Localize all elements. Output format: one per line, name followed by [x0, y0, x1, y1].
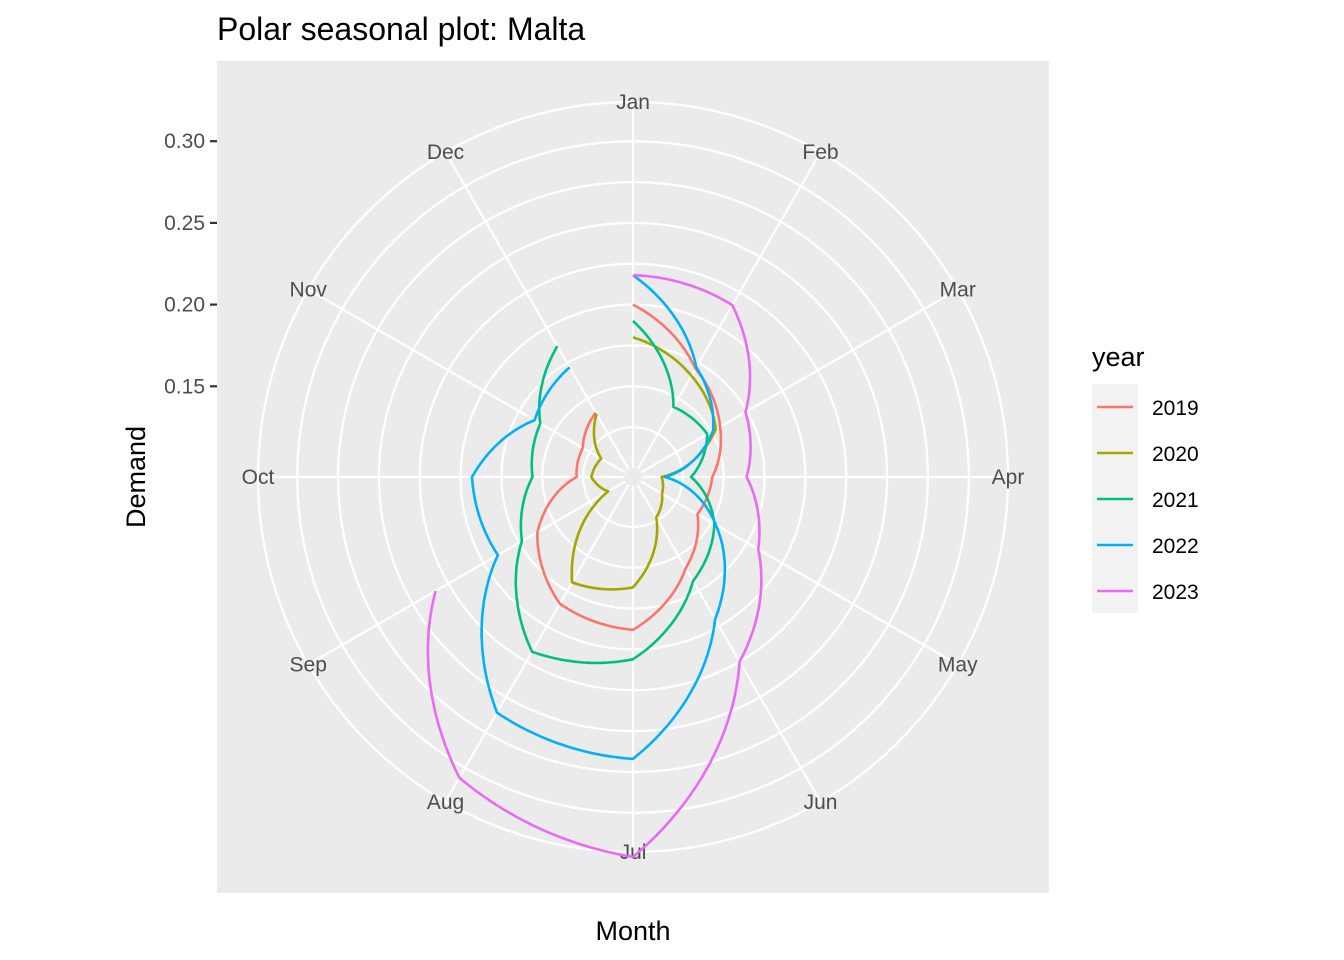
month-labels: Jan Feb Mar Apr May Jun Jul Aug Sep Oct Nov Dec	[242, 91, 1025, 864]
polar-grid	[256, 100, 1010, 854]
y-tick-label: 0.15	[164, 375, 205, 398]
legend-label-2020: 2020	[1152, 443, 1199, 466]
legend: year 2019 2020 2021 2022 2023	[1092, 342, 1199, 613]
series-line-2019	[536, 303, 723, 632]
series-line-2023	[426, 273, 763, 859]
legend-label-2022: 2022	[1152, 535, 1199, 558]
month-label-jul: Jul	[620, 841, 647, 864]
legend-label-2019: 2019	[1152, 397, 1199, 420]
month-label-mar: Mar	[940, 279, 976, 302]
y-axis: 0.15 0.20 0.25 0.30	[164, 130, 217, 398]
grid-spoke	[307, 480, 626, 666]
month-label-sep: Sep	[290, 654, 327, 677]
grid-spoke	[636, 484, 822, 803]
legend-label-2023: 2023	[1152, 581, 1199, 604]
grid-spoke	[444, 484, 630, 803]
chart-title: Polar seasonal plot: Malta	[217, 11, 585, 47]
month-label-aug: Aug	[427, 791, 464, 814]
grid-spoke	[640, 480, 959, 666]
month-label-feb: Feb	[802, 141, 838, 164]
month-label-jun: Jun	[804, 791, 838, 814]
series-layer	[426, 273, 763, 859]
legend-title: year	[1092, 342, 1145, 372]
grid-spoke	[640, 288, 959, 474]
y-tick-label: 0.20	[164, 294, 205, 317]
y-axis-title: Demand	[121, 426, 151, 528]
y-tick-label: 0.30	[164, 130, 205, 153]
grid-spoke	[444, 151, 630, 470]
month-label-may: May	[938, 654, 978, 677]
legend-label-2021: 2021	[1152, 489, 1199, 512]
grid-spoke	[636, 151, 822, 470]
month-label-oct: Oct	[242, 466, 275, 489]
y-tick-label: 0.25	[164, 212, 205, 235]
month-label-apr: Apr	[992, 466, 1025, 489]
grid-spoke	[307, 288, 626, 474]
series-line-2021	[514, 319, 716, 665]
month-label-jan: Jan	[616, 91, 650, 114]
month-label-nov: Nov	[290, 279, 328, 302]
x-axis-title: Month	[595, 916, 670, 946]
series-line-2022	[470, 274, 727, 761]
month-label-dec: Dec	[427, 141, 464, 164]
